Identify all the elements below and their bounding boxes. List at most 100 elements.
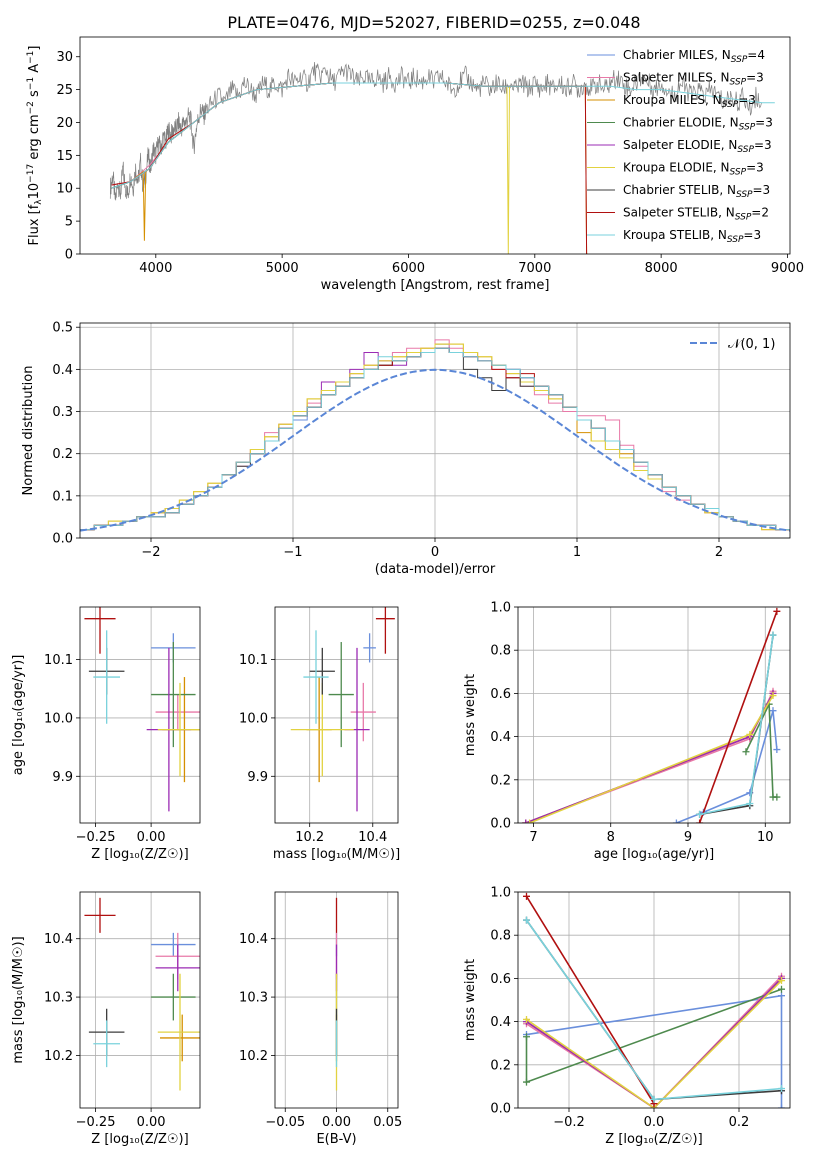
y-label-part: λ <box>34 199 44 205</box>
legend-label: 𝒩(0, 1) <box>728 337 775 352</box>
mass-age-x-tick-label: 10.4 <box>358 830 387 845</box>
spectrum-y-label: Flux [fλ10−17 erg cm−2 s−1 A−1] <box>26 46 44 246</box>
residuals-legend: 𝒩(0, 1) <box>690 337 775 352</box>
histogram-kroupa-stelib <box>80 347 790 531</box>
z-age-y-tick-label: 10.1 <box>44 653 73 668</box>
series-marker <box>523 1033 530 1041</box>
z-mass-y-tick-label: 10.3 <box>44 991 73 1006</box>
z-mass-gridlines <box>80 892 200 1108</box>
series-kroupa-elodie <box>526 980 783 1108</box>
spectrum-x-axis: 4000 5000 6000 7000 8000 9000 <box>139 254 804 276</box>
legend-count: =3 <box>746 161 764 175</box>
z-mass-y-axis: 10.2 10.3 10.4 <box>44 932 80 1064</box>
normal-curve <box>80 368 790 532</box>
mass-age-x-axis: 10.2 10.4 <box>295 823 387 845</box>
legend-count: =4 <box>747 48 765 62</box>
model-spectrum-salpeter-elodie <box>111 82 586 189</box>
ebv-mass-y-tick-label: 10.4 <box>239 932 268 947</box>
ebv-mass-x-tick-label: 0.00 <box>322 1115 351 1130</box>
legend-label: Kroupa MILES, N <box>623 93 722 107</box>
legend-subscript: SSP <box>730 78 747 88</box>
legend-label: Salpeter ELODIE, N <box>623 138 737 152</box>
model-spectrum-salpeter-stelib <box>111 82 588 254</box>
legend-subscript: SSP <box>727 235 744 245</box>
y-label-part: −1 <box>26 77 36 90</box>
age-weight-panel: 7 8 9 10 0.0 0.2 0.4 0.6 0.8 1.0 age [log₁₀(age/yr… <box>463 601 791 862</box>
series-marker <box>696 810 704 818</box>
model-spectrum-kroupa-miles <box>111 82 588 254</box>
spectrum-x-tick-label: 7000 <box>518 261 551 276</box>
y-label-part: erg cm <box>27 114 42 163</box>
spectrum-y-tick-label: 5 <box>65 215 73 230</box>
mass-age-x-tick-label: 10.2 <box>295 830 324 845</box>
residuals-panel: −2 −1 0 1 2 0.0 0.1 0.2 0.3 0.4 0.5 (data-model)/er… <box>21 321 791 577</box>
legend-count: =3 <box>754 138 772 152</box>
residuals-x-axis: −2 −1 0 1 2 <box>141 538 723 560</box>
legend-entry: Salpeter ELODIE, NSSP=3 <box>623 138 772 155</box>
series-marker <box>778 977 785 985</box>
legend-label: Kroupa STELIB, N <box>623 228 727 242</box>
ebv-mass-y-axis: 10.2 10.3 10.4 <box>239 932 275 1064</box>
mass-age-y-tick-label: 10.1 <box>239 653 268 668</box>
series-marker <box>523 892 530 900</box>
z-age-gridlines <box>80 607 200 823</box>
ebv-mass-panel: −0.05 0.00 0.05 10.2 10.3 10.4 E(B-V) <box>239 891 402 1147</box>
mass-age-panel: 10.2 10.4 9.9 10.0 10.1 mass [log₁₀(M/M☉)] <box>239 606 400 862</box>
z-mass-x-tick-label: −0.25 <box>76 1115 116 1130</box>
z-mass-x-label: Z [log₁₀(Z/Z☉)] <box>91 1132 188 1147</box>
spectrum-y-axis: 0 5 10 15 20 25 30 <box>56 50 80 263</box>
residuals-y-tick-label: 0.2 <box>52 447 73 462</box>
z-mass-frame <box>79 891 201 1109</box>
legend-count: =3 <box>743 228 761 242</box>
residuals-x-tick-label: 1 <box>573 545 581 560</box>
y-label-part: −2 <box>26 101 36 114</box>
z-mass-plot-area <box>84 897 200 1091</box>
legend-subscript: SSP <box>730 168 747 178</box>
series-kroupa-elodie <box>529 695 774 823</box>
series-marker <box>769 692 777 700</box>
ebv-mass-x-tick-label: 0.05 <box>373 1115 402 1130</box>
residuals-y-tick-label: 0.3 <box>52 405 73 420</box>
spectrum-y-tick-label: 0 <box>65 248 73 263</box>
legend-subscript: SSP <box>731 55 748 65</box>
z-weight-y-tick-label: 0.6 <box>490 972 511 987</box>
model-spectrum-chabrier-elodie <box>111 82 586 189</box>
z-weight-y-axis: 0.0 0.2 0.4 0.6 0.8 1.0 <box>490 886 518 1117</box>
z-weight-frame <box>517 891 791 1109</box>
figure-title: PLATE=0476, MJD=52027, FIBERID=0255, z=0… <box>227 13 640 32</box>
mass-age-gridlines <box>275 607 398 823</box>
z-weight-x-axis: −0.2 0.0 0.2 <box>553 1108 749 1130</box>
data-spectrum-line <box>109 61 762 201</box>
legend-subscript: SSP <box>737 145 754 155</box>
series-marker <box>746 730 754 738</box>
mass-age-y-tick-label: 9.9 <box>247 770 268 785</box>
legend-entry: Salpeter MILES, NSSP=3 <box>623 71 764 88</box>
series-salpeter-miles <box>526 975 783 1108</box>
residuals-x-label: (data-model)/error <box>375 562 496 577</box>
z-weight-x-tick-label: −0.2 <box>553 1115 585 1130</box>
series-marker <box>773 607 781 615</box>
z-weight-y-tick-label: 1.0 <box>490 886 511 901</box>
series-marker <box>523 1015 530 1023</box>
y-label-part: −1 <box>26 51 36 64</box>
z-mass-y-tick-label: 10.4 <box>44 932 73 947</box>
z-weight-y-tick-label: 0.8 <box>490 929 511 944</box>
spectrum-y-tick-label: 10 <box>56 182 73 197</box>
legend-count: =3 <box>753 183 771 197</box>
z-weight-panel: −0.2 0.0 0.2 0.0 0.2 0.4 0.6 0.8 1.0 Z [log₁₀(Z/Z… <box>463 886 791 1147</box>
age-weight-x-label: age [log₁₀(age/yr)] <box>594 847 715 862</box>
z-weight-y-tick-label: 0.4 <box>490 1015 511 1030</box>
series-marker <box>769 707 777 715</box>
series-marker <box>742 748 750 756</box>
spectrum-x-tick-label: 4000 <box>139 261 172 276</box>
y-label-part: s <box>27 90 42 101</box>
ebv-mass-y-tick-label: 10.2 <box>239 1049 268 1064</box>
legend-subscript: SSP <box>722 100 739 110</box>
series-marker <box>522 819 530 823</box>
z-weight-x-label: Z [log₁₀(Z/Z☉)] <box>605 1132 702 1147</box>
mass-age-x-label: mass [log₁₀(M/M☉)] <box>273 847 400 862</box>
legend-entry: Chabrier STELIB, NSSP=3 <box>623 183 770 200</box>
y-label-part: 10 <box>27 183 42 200</box>
age-weight-y-tick-label: 0.8 <box>490 644 511 659</box>
